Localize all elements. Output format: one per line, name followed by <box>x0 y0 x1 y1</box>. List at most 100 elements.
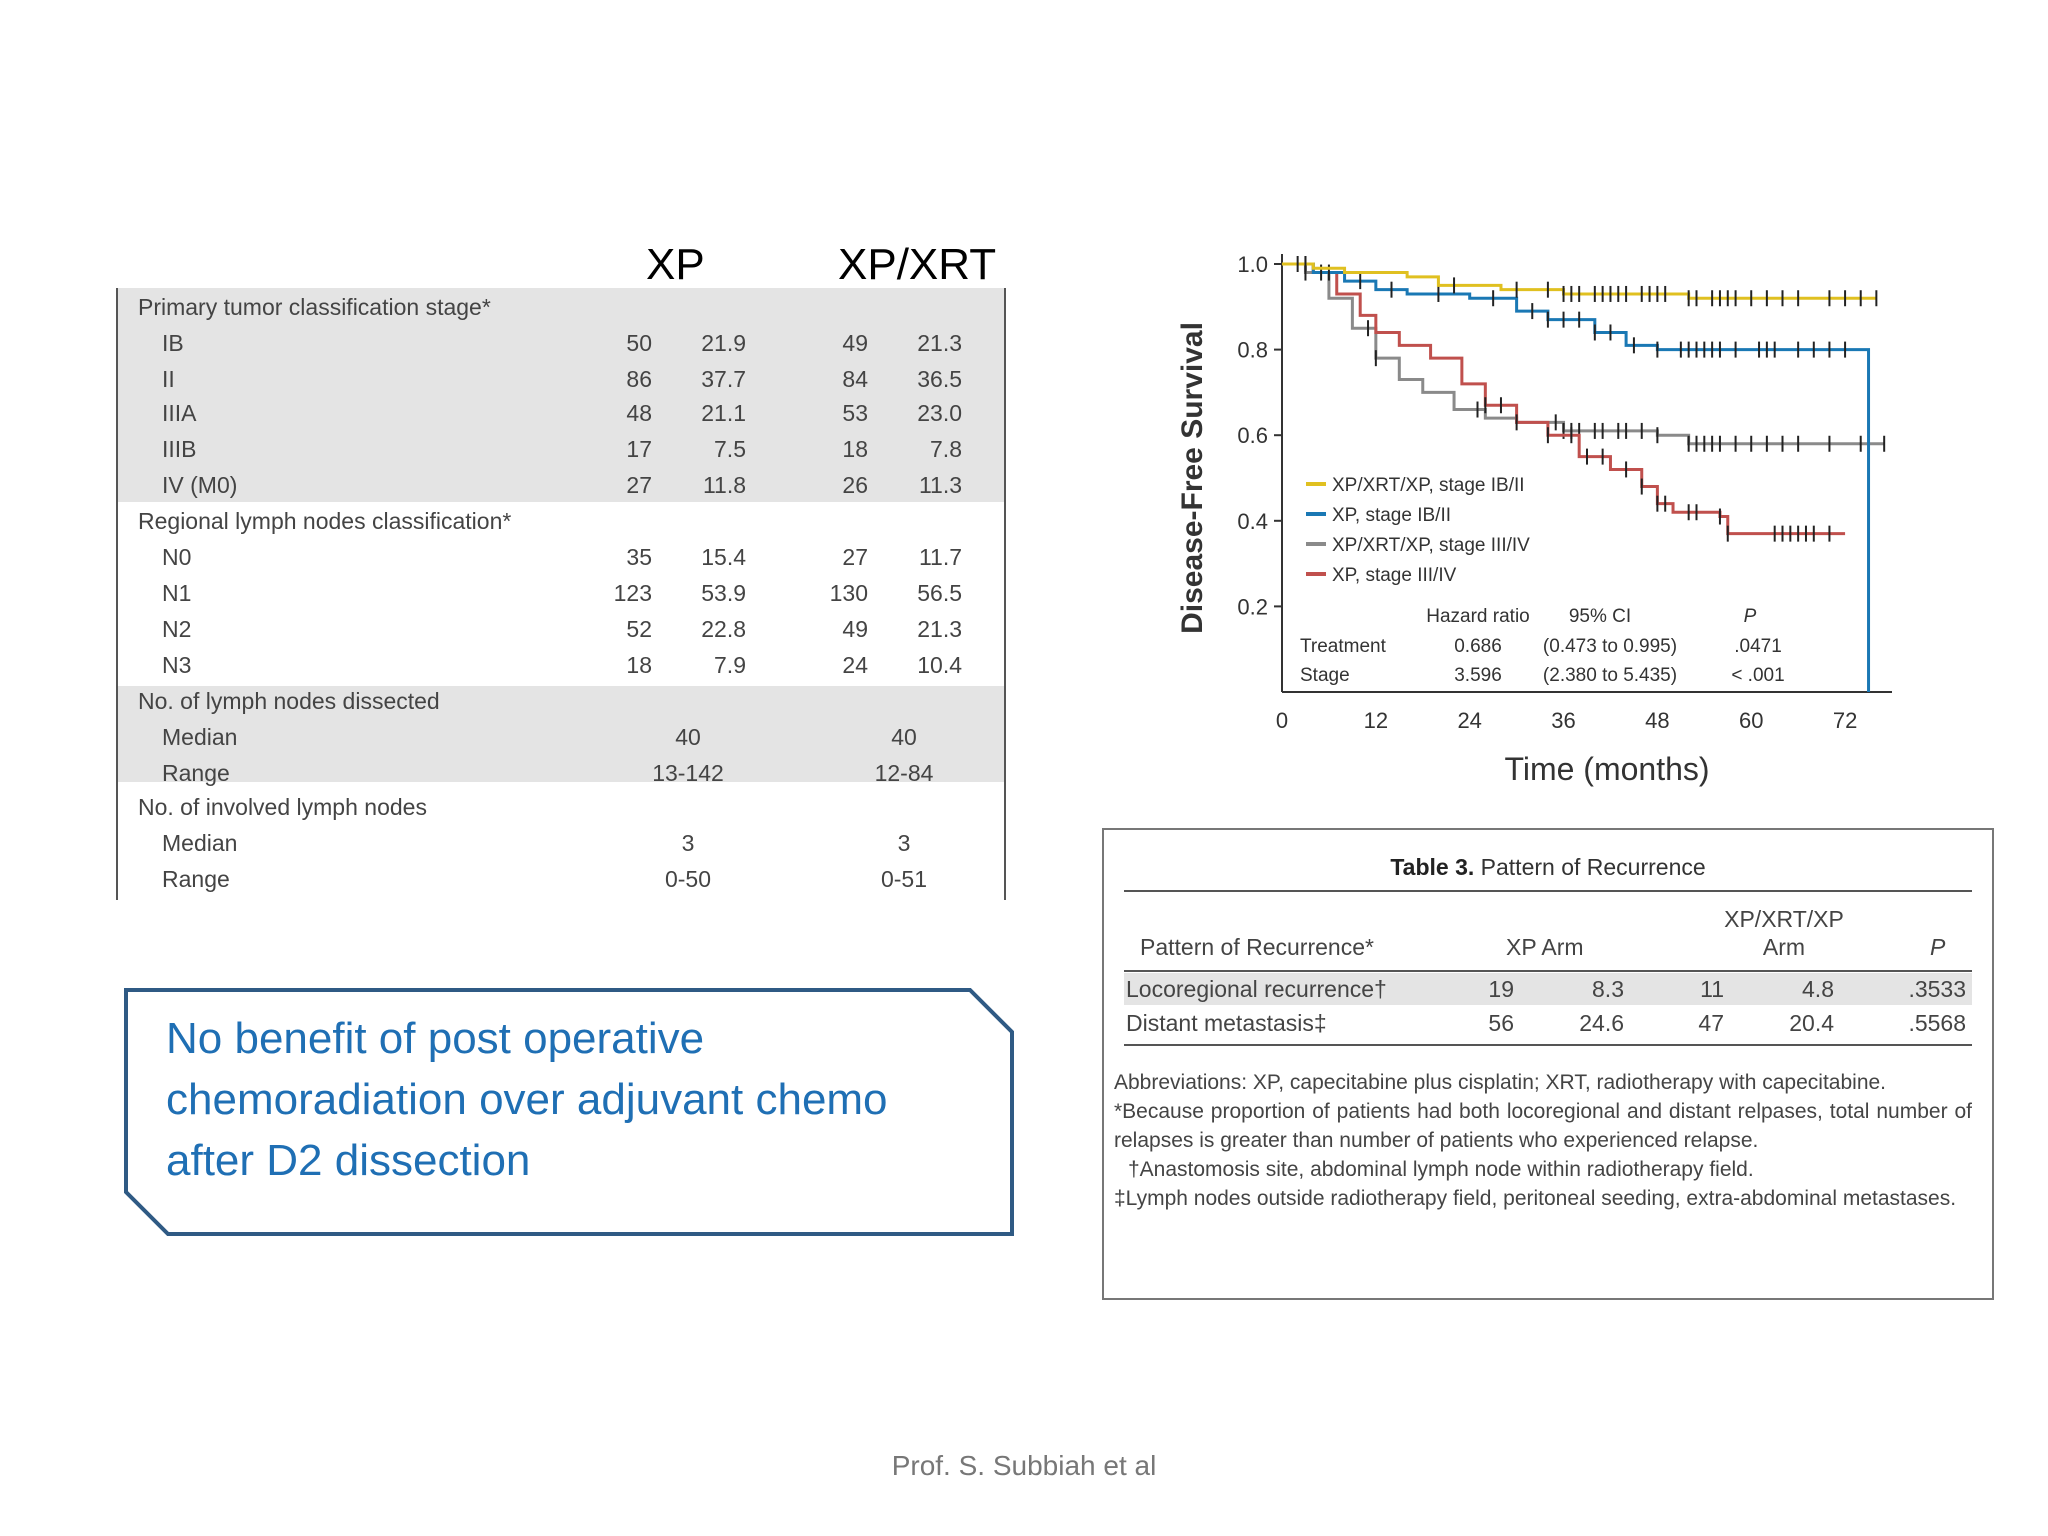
row-label: N2 <box>162 616 192 642</box>
table-cell: 27 <box>842 544 868 570</box>
callout-line: No benefit of post operative <box>166 1014 705 1063</box>
table-cell: 22.8 <box>701 616 746 642</box>
table-cell: 24 <box>842 652 868 678</box>
row-label: N0 <box>162 544 192 570</box>
table-cell: 53.9 <box>701 580 746 606</box>
table-cell: 56 <box>1488 1010 1514 1036</box>
km-stats-table: Hazard ratio 95% CI P Treatment 0.686 (0.473 … <box>1300 606 1785 686</box>
table-cell: 40 <box>675 724 701 750</box>
row-label: Median <box>162 724 238 750</box>
table-cell: 27 <box>626 472 652 498</box>
table-cell: 123 <box>613 580 652 606</box>
table-cell: 11.3 <box>918 472 962 498</box>
table-cell: 20.4 <box>1789 1010 1834 1036</box>
row-label: IIIA <box>162 400 197 426</box>
table-cell: 0-51 <box>880 866 928 892</box>
table-cell: 11 <box>1700 976 1724 1002</box>
km-stats-cell: 0.686 <box>1454 636 1502 657</box>
km-y-tick-label: 0.4 <box>1237 509 1268 534</box>
row-label: Range <box>162 760 230 786</box>
km-survival-chart: 1.0 0.8 0.6 0.4 0.2 0 12 24 36 48 60 72 Disease-Free… <box>1150 240 1920 800</box>
table3-row-label: Locoregional recurrence† <box>1126 976 1387 1002</box>
table-cell: .5568 <box>1908 1010 1966 1036</box>
km-series-line <box>1282 262 1871 692</box>
km-y-tick-label: 0.2 <box>1237 594 1268 619</box>
km-y-axis-label: Disease-Free Survival <box>1176 322 1209 634</box>
table-cell: 3 <box>681 830 695 856</box>
table-band-stage <box>118 288 1004 502</box>
table3-note: Abbreviations: XP, capecitabine plus cis… <box>1114 1071 1887 1094</box>
km-stats-header: P <box>1744 606 1757 627</box>
characteristics-table: Primary tumor classification stage* IB I… <box>116 288 1006 900</box>
table-cell: 8.3 <box>1592 976 1624 1002</box>
table-cell: 52 <box>626 616 652 642</box>
km-y-tick-label: 0.6 <box>1237 423 1268 448</box>
table-cell: 7.9 <box>714 652 746 678</box>
section-title-dissected: No. of lymph nodes dissected <box>138 688 440 714</box>
km-legend: XP/XRT/XP, stage IB/II XP, stage IB/II XP/… <box>1306 475 1530 586</box>
km-legend-label: XP/XRT/XP, stage III/IV <box>1332 535 1530 556</box>
row-label: II <box>162 366 175 392</box>
table-cell: 48 <box>626 400 652 426</box>
row-label: Median <box>162 830 238 856</box>
table-cell: 56.5 <box>917 580 962 606</box>
table3-title-rest: Pattern of Recurrence <box>1480 854 1706 880</box>
table-cell: 11.7 <box>918 544 962 570</box>
section-title-lymph-classification: Regional lymph nodes classification* <box>138 508 512 534</box>
table3-header: P <box>1930 934 1946 960</box>
km-x-tick-label: 12 <box>1364 708 1388 733</box>
km-stats-cell: < .001 <box>1731 665 1784 686</box>
section-title-stage: Primary tumor classification stage* <box>138 294 491 320</box>
table3-footnotes: Abbreviations: XP, capecitabine plus cis… <box>1114 1068 1972 1213</box>
table-band-dissected <box>118 686 1004 782</box>
column-header-xp: XP <box>646 240 705 289</box>
table-cell: 3 <box>897 830 911 856</box>
table-cell: 18 <box>842 436 868 462</box>
table-cell: 10.4 <box>917 652 962 678</box>
table-cell: 40 <box>891 724 917 750</box>
table3-row-label: Distant metastasis‡ <box>1126 1010 1327 1036</box>
km-chart-svg: 1.0 0.8 0.6 0.4 0.2 0 12 24 36 48 60 72 Disease-Free… <box>1176 252 1892 787</box>
footer-credit: Prof. S. Subbiah et al <box>891 1450 1157 1481</box>
table3-rule-top <box>1124 890 1972 892</box>
km-stats-cell: (0.473 to 0.995) <box>1543 636 1677 657</box>
row-label: Range <box>162 866 230 892</box>
section-title-involved: No. of involved lymph nodes <box>138 794 427 820</box>
recurrence-table: Table 3. Pattern of Recurrence Pattern o… <box>1102 828 1994 1300</box>
table-cell: 53 <box>842 400 868 426</box>
table3-rule-mid <box>1124 970 1972 972</box>
table-cell: 13-142 <box>652 760 724 786</box>
column-header-xp-xrt: XP/XRT <box>838 240 997 289</box>
km-x-tick-label: 0 <box>1276 708 1288 733</box>
table3-header: Pattern of Recurrence* <box>1140 934 1374 960</box>
table-cell: 17 <box>626 436 652 462</box>
row-label: IIIB <box>162 436 197 462</box>
table-cell: 21.1 <box>701 400 746 426</box>
table3-note: *Because proportion of patients had both… <box>1114 1100 1972 1152</box>
km-x-tick-label: 72 <box>1833 708 1857 733</box>
conclusion-callout: No benefit of post operative chemoradiat… <box>124 988 1014 1236</box>
table-cell: 47 <box>1698 1010 1724 1036</box>
table-cell: 21.9 <box>701 330 746 356</box>
table-cell: 4.8 <box>1802 976 1834 1002</box>
km-series-line <box>1282 262 1846 536</box>
table3-header: XP Arm <box>1506 934 1584 960</box>
km-axes: 1.0 0.8 0.6 0.4 0.2 0 12 24 36 48 60 72 Disease-Free… <box>1176 252 1892 787</box>
callout-frame <box>124 988 1014 1236</box>
table-cell: 0-50 <box>664 866 712 892</box>
row-label: N1 <box>162 580 192 606</box>
table3-note: †Anastomosis site, abdominal lymph node … <box>1128 1158 1754 1181</box>
table-cell: 21.3 <box>917 330 962 356</box>
km-stats-cell: (2.380 to 5.435) <box>1543 665 1677 686</box>
table-cell: .3533 <box>1908 976 1966 1002</box>
table-cell: 19 <box>1488 976 1514 1002</box>
table-cell: 84 <box>842 366 868 392</box>
table-cell: 130 <box>829 580 868 606</box>
table3-note: ‡Lymph nodes outside radiotherapy field,… <box>1114 1187 1957 1210</box>
row-label: N3 <box>162 652 192 678</box>
km-legend-label: XP, stage III/IV <box>1332 565 1457 586</box>
row-label: IV (M0) <box>162 472 238 498</box>
table-cell: 7.5 <box>714 436 746 462</box>
km-x-tick-label: 24 <box>1457 708 1481 733</box>
table-cell: 86 <box>626 366 652 392</box>
